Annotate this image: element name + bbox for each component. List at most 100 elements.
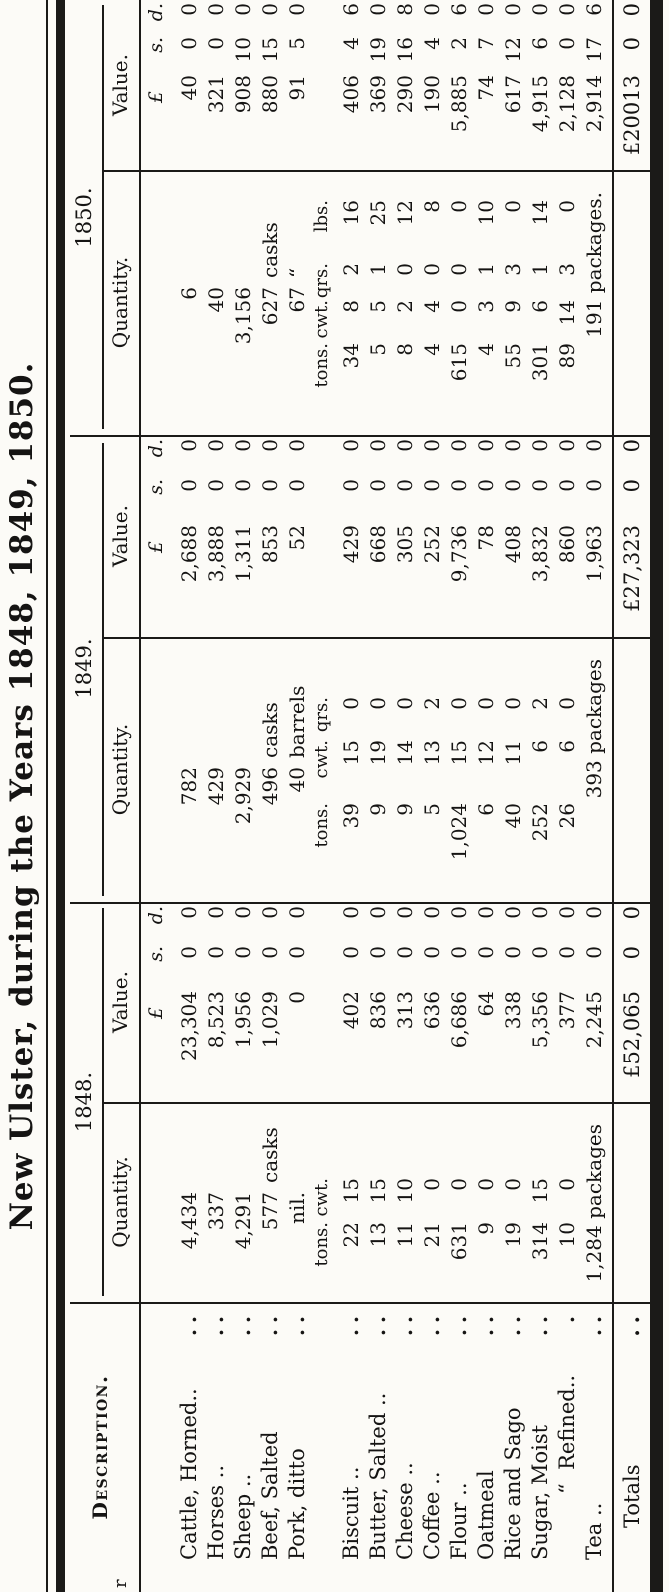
quantity-sub-value: 5 [366, 300, 390, 313]
currency-symbol: s. [145, 479, 167, 495]
row-description: Totals [620, 1464, 644, 1528]
value-cell-1848: 8,523 0 0 [203, 902, 230, 1102]
value-part: 5,885 [447, 75, 471, 133]
description-header: Description. [88, 1374, 112, 1520]
table-row: Coffee .... 21 0 5 13 2 4 4 0 8 636 0 0 252 0 0 190 4 0 [419, 0, 446, 1592]
quantity-sub-value: 2 [339, 263, 363, 276]
value-cell-1848: 313 0 0 [392, 902, 419, 1102]
value-part: 0 [177, 3, 201, 16]
value-part: 17 [582, 37, 606, 63]
value-part: 6 [528, 37, 552, 50]
value-part: 5,356 [528, 991, 552, 1049]
row-description: Biscuit .. [339, 1466, 363, 1560]
quantity-sub-value: 21 [420, 1222, 444, 1248]
quantity-sub-value: 0 [447, 697, 471, 710]
value-part: 0 [204, 906, 228, 919]
value-cell-1850: 190 4 0 [419, 0, 446, 170]
quantity-sub-value: 11 [501, 740, 525, 766]
value-part: 2 [447, 37, 471, 50]
value-cell-1850: 91 5 0 [284, 0, 311, 170]
currency-symbol: £ [145, 541, 167, 554]
value-part: 10 [231, 37, 255, 63]
currency-symbol: d. [145, 439, 167, 458]
quantity-number: 2,929 [231, 767, 255, 825]
quantity-sub-value: 12 [474, 740, 498, 766]
totals-row: Totals.. £52,065 0 0 £27,323 0 0 £20013 0 0 [615, 0, 649, 1592]
value-part: 0 [285, 946, 309, 959]
quantity-sub-value: 0 [501, 697, 525, 710]
value-part: 0 [474, 479, 498, 492]
quantity-cell-1850: 34 8 2 16 [338, 170, 365, 435]
quantity-cell-1849: 6 12 0 [473, 637, 500, 902]
quantity-sub-value: 301 [528, 343, 552, 382]
value-part: 0 [366, 3, 390, 16]
description-cell: Cheese .... [392, 1302, 419, 1592]
quantity-unit: barrels [285, 685, 309, 758]
value-cell-1850: 908 10 0 [230, 0, 257, 170]
table-row: Horses .... 337 429 40 8,523 0 0 3,888 0 0 321 0 0 [203, 0, 230, 1592]
quantity-sub-value: 5 [420, 803, 444, 816]
quantity-sub-value: 1 [366, 263, 390, 276]
value-cell-1850: 74 7 0 [473, 0, 500, 170]
value-part: 8,523 [204, 991, 228, 1049]
quantity-cell-1850: 5 5 1 25 [365, 170, 392, 435]
quantity-sub-value: 14 [393, 740, 417, 766]
quantity-sub-value: 0 [474, 697, 498, 710]
quantity-sub-value: 0 [555, 200, 579, 213]
value-part: 0 [366, 946, 390, 959]
description-cell: Biscuit .... [338, 1302, 365, 1592]
value-part: 0 [204, 3, 228, 16]
value-cell-1848: 338 0 0 [500, 902, 527, 1102]
value-part: 0 [420, 906, 444, 919]
quantity-header-1849: Quantity. [108, 723, 132, 816]
description-cell: Pork, ditto.. [284, 1302, 311, 1592]
value-part: 15 [258, 37, 282, 63]
value-cell-1849: 860 0 0 [554, 435, 581, 637]
quantity-cell-1849: 9 14 0 [392, 637, 419, 902]
value-part: 0 [339, 946, 363, 959]
value-part: 6,686 [447, 991, 471, 1049]
stray-mark: r [110, 1579, 131, 1588]
unit-header-1848: tons. cwt. [308, 1102, 336, 1302]
value-part: 78 [474, 525, 498, 551]
table-row: Beef, Salted.. 577 casks 496 casks 627 casks 1,… [257, 0, 284, 1592]
quantity-unit: casks [258, 702, 282, 758]
value-part: 668 [366, 525, 390, 564]
quantity-sub-value: 40 [501, 803, 525, 829]
quantity-sub-value: 0 [474, 1178, 498, 1191]
value-cell-1849: 78 0 0 [473, 435, 500, 637]
value-part: 0 [285, 479, 309, 492]
value-part: 0 [204, 479, 228, 492]
quantity-cell-1848: 4,291 [230, 1102, 257, 1302]
dot-leader: .. [366, 1310, 390, 1336]
quantity-sub-value: 10 [393, 1178, 417, 1204]
value-part: 0 [582, 479, 606, 492]
unit-label: cwt. [311, 1178, 332, 1217]
value-part: 2,128 [555, 75, 579, 133]
table-row: Sugar, Moist.. 31415 25262 3016114 5,35600 3,… [527, 0, 554, 1592]
quantity-number: nil. [285, 1192, 309, 1225]
quantity-sub-value: 2 [393, 300, 417, 313]
year-header-1850: 1850. [72, 187, 96, 248]
quantity-sub-value: 6 [555, 740, 579, 753]
value-part: 4 [420, 37, 444, 50]
value-cell-1848: 377 0 0 [554, 902, 581, 1102]
quantity-sub-value: 1 [528, 263, 552, 276]
value-part: 6 [447, 3, 471, 16]
value-cell-1850: 5,885 2 6 [446, 0, 473, 170]
value-part: 313 [393, 991, 417, 1030]
quantity-number: 6 [177, 287, 201, 300]
value-cell-1849: 853 0 0 [257, 435, 284, 637]
quantity-sub-value: 14 [555, 300, 579, 326]
quantity-sub-value: 3 [501, 263, 525, 276]
dot-leader: .. [393, 1310, 417, 1336]
quantity-cell-1850: 301 6 1 14 [527, 170, 554, 435]
top-rule-thick [56, 0, 65, 1592]
value-header-1850: Value. [108, 54, 132, 117]
value-cell-1850: 321 0 0 [203, 0, 230, 170]
quantity-cell-1848: 337 [203, 1102, 230, 1302]
quantity-sub-value: 6 [474, 803, 498, 816]
quantity-sub-value: 4 [420, 300, 444, 313]
unit-label: tons. [311, 343, 332, 388]
value-part: 0 [285, 991, 309, 1004]
